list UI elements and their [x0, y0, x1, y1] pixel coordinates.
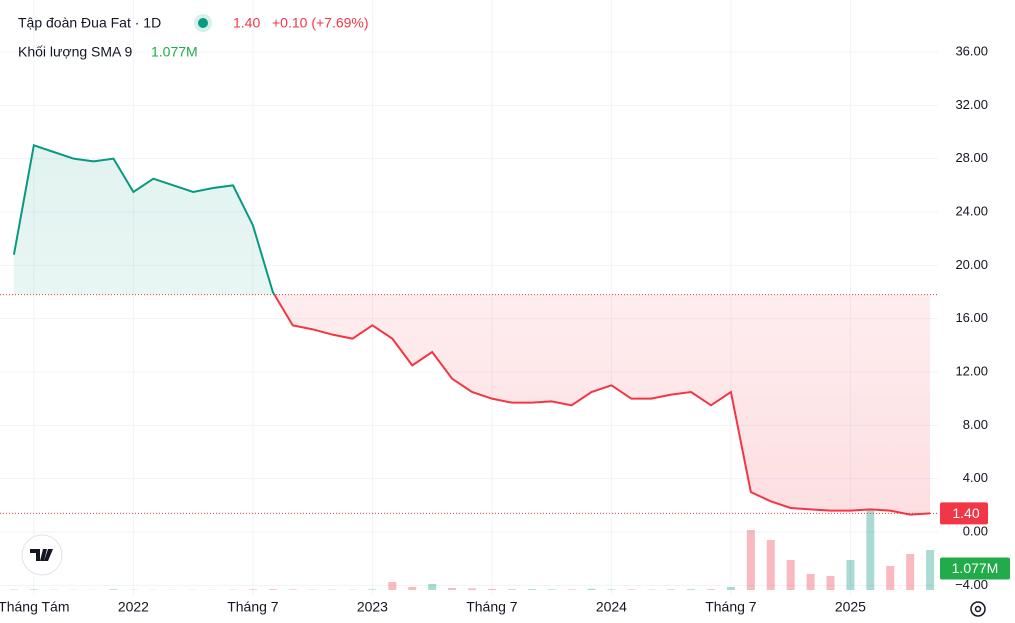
volume-bar	[886, 566, 895, 590]
logo	[21, 534, 63, 576]
line-above	[12, 144, 276, 295]
volume-bar	[527, 589, 536, 590]
volume-bar	[288, 589, 297, 590]
y-tick-label: 20.00	[955, 257, 988, 272]
volume-bar	[726, 587, 735, 590]
area-below	[13, 294, 931, 515]
y-tick-label: 12.00	[955, 363, 988, 378]
x-tick-label: Tháng 7	[466, 599, 518, 615]
volume-bar	[906, 554, 915, 590]
volume-bar	[607, 589, 616, 590]
volume-bar	[826, 576, 835, 590]
volume-bar	[29, 589, 38, 590]
volume-bar	[746, 530, 755, 590]
volume-bar	[248, 589, 257, 590]
volume-sma-name: Khối lượng SMA 9	[18, 44, 132, 60]
y-tick-label: 4.00	[963, 470, 988, 485]
volume-bar	[687, 589, 696, 590]
volume-bar	[408, 587, 417, 590]
y-tick-label: 32.00	[955, 97, 988, 112]
volume-bar	[667, 589, 676, 590]
y-tick-label: −4.00	[955, 577, 988, 592]
last-price: 1.40	[233, 15, 260, 31]
volume-bar	[866, 510, 875, 590]
y-tick-label: 16.00	[955, 310, 988, 325]
x-tick-label: Tháng 7	[705, 599, 757, 615]
price-change: +0.10 (+7.69%)	[272, 15, 369, 31]
last-price-box	[940, 502, 988, 525]
y-tick-label: 8.00	[963, 417, 988, 432]
volume-bar	[926, 550, 935, 590]
y-tick-label: 28.00	[955, 150, 988, 165]
volume-bar	[468, 588, 476, 590]
x-tick-label: Tháng 7	[227, 599, 279, 615]
volume-sma-value: 1.077M	[151, 44, 198, 60]
chart-title: Tập đoàn Đua Fat · 1D	[18, 15, 161, 31]
volume-bar	[627, 589, 636, 590]
x-tick-label: 2024	[596, 599, 627, 615]
volume-bar	[846, 560, 855, 590]
x-tick-label: 2022	[118, 599, 149, 615]
volume-bar	[567, 589, 576, 590]
volume-bar	[547, 589, 556, 590]
volume-bar	[428, 584, 437, 590]
volume-bar	[507, 589, 516, 590]
volume-sma-box	[940, 557, 1010, 580]
volume-bar	[388, 582, 397, 590]
status-dot-inner	[198, 18, 208, 28]
settings-icon[interactable]	[970, 601, 986, 617]
volume-bar	[109, 589, 118, 590]
volume-bar	[707, 589, 715, 590]
volume-bar	[448, 588, 457, 590]
x-tick-label: 2025	[835, 599, 866, 615]
y-tick-label: 0.00	[963, 523, 988, 538]
x-tick-label: 2023	[357, 599, 388, 615]
line-below	[273, 294, 931, 516]
x-tick-label: Tháng Tám	[0, 599, 70, 615]
volume-bar	[806, 574, 815, 590]
volume-bar	[766, 540, 775, 590]
volume-bar	[368, 589, 377, 590]
volume-sma-axis-label: 1.077M	[952, 560, 999, 576]
volume-bar	[487, 589, 496, 590]
plot-area	[0, 144, 938, 590]
last-price-axis-label: 1.40	[952, 505, 979, 521]
volume-bar	[786, 560, 795, 590]
y-tick-label: 24.00	[955, 203, 988, 218]
area-above	[13, 145, 275, 295]
volume-bar	[268, 589, 277, 590]
volume-bar	[587, 588, 596, 590]
y-tick-label: 36.00	[955, 43, 988, 58]
